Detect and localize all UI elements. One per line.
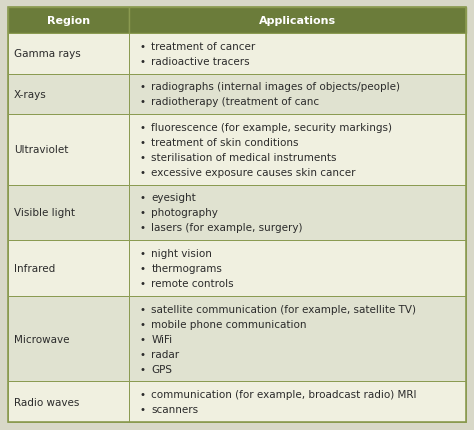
Text: remote controls: remote controls <box>151 278 234 289</box>
Text: •: • <box>139 389 146 399</box>
Text: •: • <box>139 57 146 67</box>
Text: Visible light: Visible light <box>14 208 75 218</box>
Text: •: • <box>139 334 146 344</box>
Bar <box>129 8 466 34</box>
Text: satellite communication (for example, satellite TV): satellite communication (for example, sa… <box>151 304 416 314</box>
Bar <box>129 74 466 115</box>
Bar <box>8 115 129 185</box>
Text: Applications: Applications <box>259 16 336 26</box>
Text: eyesight: eyesight <box>151 193 196 203</box>
Text: •: • <box>139 123 146 132</box>
Bar <box>8 241 129 296</box>
Text: •: • <box>139 193 146 203</box>
Text: photography: photography <box>151 208 218 218</box>
Bar <box>129 34 466 74</box>
Bar <box>8 34 129 74</box>
Text: excessive exposure causes skin cancer: excessive exposure causes skin cancer <box>151 168 356 178</box>
Text: •: • <box>139 208 146 218</box>
Text: •: • <box>139 97 146 107</box>
Text: thermograms: thermograms <box>151 264 222 273</box>
Text: WiFi: WiFi <box>151 334 173 344</box>
Text: Gamma rays: Gamma rays <box>14 49 81 59</box>
Bar <box>129 241 466 296</box>
Text: night vision: night vision <box>151 249 212 258</box>
Bar <box>129 185 466 241</box>
Text: radioactive tracers: radioactive tracers <box>151 57 250 67</box>
Bar <box>8 381 129 422</box>
Text: Microwave: Microwave <box>14 334 70 344</box>
Text: •: • <box>139 319 146 329</box>
Text: •: • <box>139 249 146 258</box>
Text: •: • <box>139 278 146 289</box>
Bar <box>8 185 129 241</box>
Text: •: • <box>139 42 146 52</box>
Text: fluorescence (for example, security markings): fluorescence (for example, security mark… <box>151 123 392 132</box>
Bar <box>129 296 466 381</box>
Text: •: • <box>139 223 146 233</box>
Text: •: • <box>139 168 146 178</box>
Text: •: • <box>139 138 146 147</box>
Text: •: • <box>139 82 146 92</box>
Text: scanners: scanners <box>151 404 199 415</box>
Bar <box>8 74 129 115</box>
Bar <box>129 381 466 422</box>
Bar <box>8 8 129 34</box>
Text: sterilisation of medical instruments: sterilisation of medical instruments <box>151 153 337 163</box>
Text: radiotherapy (treatment of canc: radiotherapy (treatment of canc <box>151 97 319 107</box>
Text: mobile phone communication: mobile phone communication <box>151 319 307 329</box>
Bar <box>129 115 466 185</box>
Text: Infrared: Infrared <box>14 264 55 273</box>
Text: •: • <box>139 349 146 359</box>
Text: treatment of skin conditions: treatment of skin conditions <box>151 138 299 147</box>
Text: communication (for example, broadcast radio) MRI: communication (for example, broadcast ra… <box>151 389 417 399</box>
Text: radar: radar <box>151 349 180 359</box>
Bar <box>8 296 129 381</box>
Text: •: • <box>139 264 146 273</box>
Text: radiographs (internal images of objects/people): radiographs (internal images of objects/… <box>151 82 401 92</box>
Text: •: • <box>139 404 146 415</box>
Text: Radio waves: Radio waves <box>14 397 79 407</box>
Text: lasers (for example, surgery): lasers (for example, surgery) <box>151 223 303 233</box>
Text: GPS: GPS <box>151 364 173 374</box>
Text: •: • <box>139 304 146 314</box>
Text: •: • <box>139 364 146 374</box>
Text: Ultraviolet: Ultraviolet <box>14 145 68 155</box>
Text: treatment of cancer: treatment of cancer <box>151 42 255 52</box>
Text: X-rays: X-rays <box>14 89 47 99</box>
Text: •: • <box>139 153 146 163</box>
Text: Region: Region <box>47 16 90 26</box>
